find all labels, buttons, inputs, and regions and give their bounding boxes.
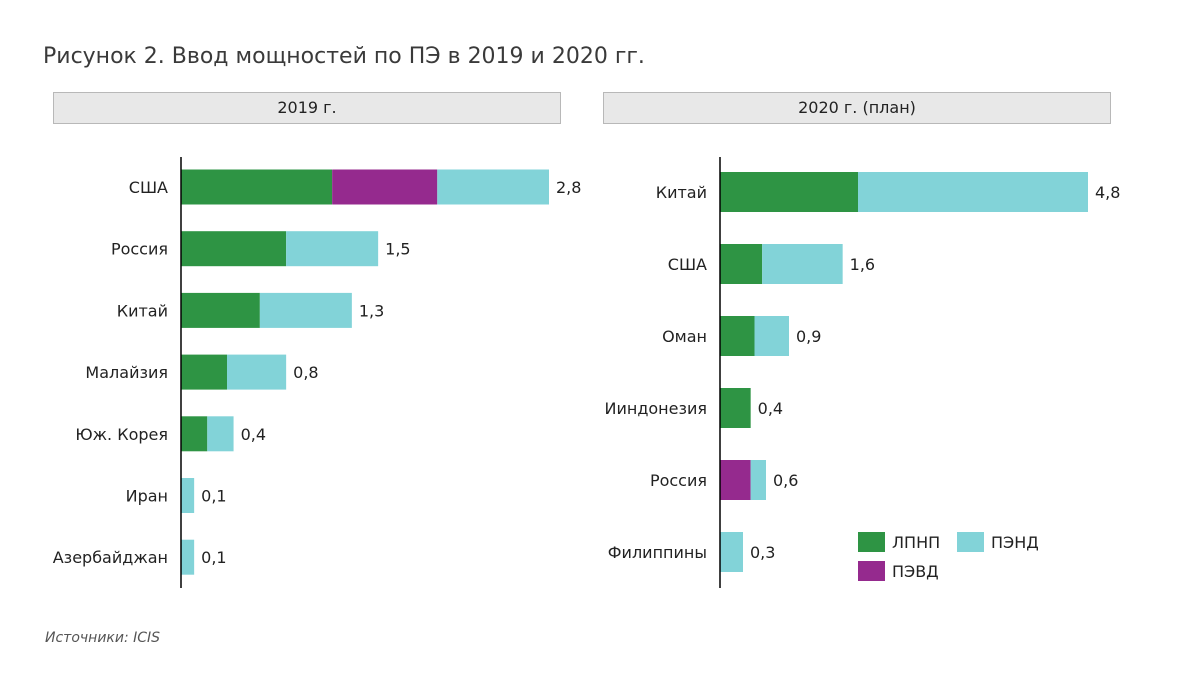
value-label: 0,8 bbox=[293, 363, 318, 382]
figure-title: Рисунок 2. Ввод мощностей по ПЭ в 2019 и… bbox=[43, 44, 645, 69]
bar-segment bbox=[181, 292, 260, 328]
category-label: Ииндонезия bbox=[604, 399, 707, 418]
category-label: Россия bbox=[650, 471, 707, 490]
bar-segment bbox=[720, 244, 763, 284]
bar-segment bbox=[720, 388, 751, 428]
bar-segment bbox=[181, 354, 227, 390]
panel-title-2020: 2020 г. (план) bbox=[603, 92, 1111, 124]
value-label: 1,3 bbox=[359, 301, 384, 320]
chart-2019: США 2,8 Россия 1,5 Китай 1,3 Малайзия 0,8 Юж. Ко… bbox=[53, 157, 581, 588]
category-label: Филиппины bbox=[608, 543, 707, 562]
value-label: 0,4 bbox=[241, 425, 266, 444]
bar-segment bbox=[720, 316, 755, 356]
bar-segment bbox=[858, 172, 1088, 212]
category-label: Юж. Корея bbox=[75, 425, 168, 444]
bar-segment bbox=[332, 169, 438, 205]
value-label: 1,6 bbox=[850, 255, 875, 274]
value-label: 4,8 bbox=[1095, 183, 1120, 202]
value-label: 0,4 bbox=[758, 399, 783, 418]
value-label: 0,6 bbox=[773, 471, 798, 490]
value-label: 0,1 bbox=[201, 487, 226, 506]
source-note: Источники: ICIS bbox=[45, 630, 161, 646]
bar-segment bbox=[181, 539, 195, 575]
bar-segment bbox=[762, 244, 843, 284]
bar-segment bbox=[259, 292, 352, 328]
category-label: США bbox=[129, 178, 168, 197]
bar-segment bbox=[754, 316, 789, 356]
bar-segment bbox=[437, 169, 549, 205]
bar-segment bbox=[181, 416, 208, 452]
legend: ЛПНП ПЭНД ПЭВД bbox=[858, 532, 1039, 581]
category-label: Китай bbox=[117, 301, 168, 320]
value-label: 0,9 bbox=[796, 327, 821, 346]
category-label: Иран bbox=[126, 487, 168, 506]
bar-segment bbox=[720, 172, 858, 212]
chart-2020: Китай 4,8 США 1,6 Оман 0,9 Ииндонезия 0,4 Россия… bbox=[604, 157, 1120, 588]
legend-swatch bbox=[858, 532, 885, 552]
legend-swatch bbox=[858, 561, 885, 581]
bar-segment bbox=[207, 416, 234, 452]
category-label: Азербайджан bbox=[53, 548, 168, 567]
legend-label: ПЭНД bbox=[991, 533, 1039, 552]
legend-swatch bbox=[957, 532, 984, 552]
bar-segment bbox=[181, 478, 195, 513]
value-label: 0,3 bbox=[750, 543, 775, 562]
bar-segment bbox=[720, 532, 743, 572]
category-label: Оман bbox=[662, 327, 707, 346]
legend-label: ЛПНП bbox=[892, 533, 940, 552]
bar-segment bbox=[227, 354, 287, 390]
category-label: Малайзия bbox=[85, 363, 168, 382]
value-label: 2,8 bbox=[556, 178, 581, 197]
category-label: Китай bbox=[656, 183, 707, 202]
legend-label: ПЭВД bbox=[892, 562, 939, 581]
bar-segment bbox=[286, 231, 379, 267]
panel-title-2019: 2019 г. bbox=[53, 92, 561, 124]
bar-segment bbox=[181, 169, 333, 205]
bar-segment bbox=[720, 460, 751, 500]
value-label: 0,1 bbox=[201, 548, 226, 567]
bar-segment bbox=[750, 460, 766, 500]
value-label: 1,5 bbox=[385, 240, 410, 259]
bar-segment bbox=[181, 231, 287, 267]
category-label: США bbox=[668, 255, 707, 274]
category-label: Россия bbox=[111, 240, 168, 259]
